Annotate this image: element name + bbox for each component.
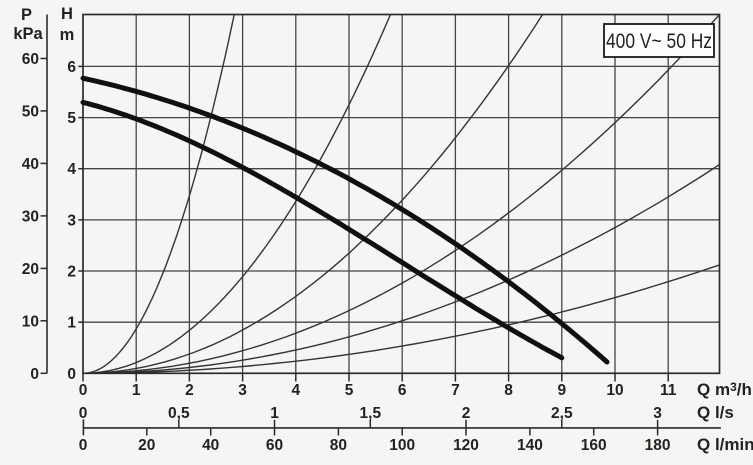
- svg-text:0: 0: [79, 437, 88, 454]
- svg-text:60: 60: [22, 51, 39, 68]
- svg-text:80: 80: [330, 437, 347, 454]
- svg-text:1,5: 1,5: [360, 405, 382, 422]
- svg-text:0,5: 0,5: [168, 405, 190, 422]
- svg-text:30: 30: [22, 208, 39, 225]
- svg-text:400 V~ 50 Hz: 400 V~ 50 Hz: [606, 30, 712, 53]
- svg-text:3: 3: [238, 382, 247, 399]
- svg-text:50: 50: [22, 103, 39, 120]
- svg-text:10: 10: [606, 382, 623, 399]
- svg-text:H: H: [61, 5, 73, 23]
- svg-text:8: 8: [504, 382, 513, 399]
- svg-text:2: 2: [462, 405, 471, 422]
- svg-text:4: 4: [291, 382, 300, 399]
- svg-text:Q l/min: Q l/min: [697, 435, 753, 454]
- svg-text:120: 120: [453, 437, 479, 454]
- svg-text:20: 20: [22, 261, 39, 278]
- svg-text:160: 160: [581, 437, 607, 454]
- svg-text:0: 0: [67, 366, 76, 383]
- svg-text:6: 6: [398, 382, 407, 399]
- svg-text:1: 1: [270, 405, 279, 422]
- svg-text:P: P: [21, 6, 32, 24]
- svg-text:2: 2: [67, 264, 76, 281]
- svg-text:40: 40: [202, 437, 219, 454]
- svg-text:60: 60: [266, 437, 283, 454]
- svg-text:2: 2: [185, 382, 194, 399]
- svg-text:20: 20: [138, 437, 155, 454]
- svg-text:4: 4: [67, 161, 76, 178]
- svg-text:11: 11: [660, 382, 677, 399]
- svg-text:7: 7: [451, 382, 460, 399]
- svg-text:0: 0: [30, 366, 39, 383]
- svg-text:140: 140: [517, 437, 543, 454]
- svg-text:Q m3/h: Q m3/h: [697, 380, 752, 399]
- svg-text:0: 0: [79, 405, 88, 422]
- svg-text:6: 6: [67, 59, 76, 76]
- svg-text:m: m: [60, 26, 75, 44]
- svg-text:3: 3: [67, 212, 76, 229]
- svg-text:Q l/s: Q l/s: [697, 403, 734, 422]
- svg-text:40: 40: [22, 156, 39, 173]
- svg-text:3: 3: [653, 405, 662, 422]
- svg-text:0: 0: [79, 382, 88, 399]
- svg-text:1: 1: [132, 382, 141, 399]
- svg-text:5: 5: [67, 110, 76, 127]
- svg-text:10: 10: [22, 313, 39, 330]
- svg-text:5: 5: [345, 382, 354, 399]
- svg-text:180: 180: [645, 437, 671, 454]
- svg-text:kPa: kPa: [13, 25, 43, 43]
- svg-text:100: 100: [389, 437, 415, 454]
- svg-text:2,5: 2,5: [551, 405, 573, 422]
- svg-text:9: 9: [557, 382, 566, 399]
- svg-text:1: 1: [67, 315, 76, 332]
